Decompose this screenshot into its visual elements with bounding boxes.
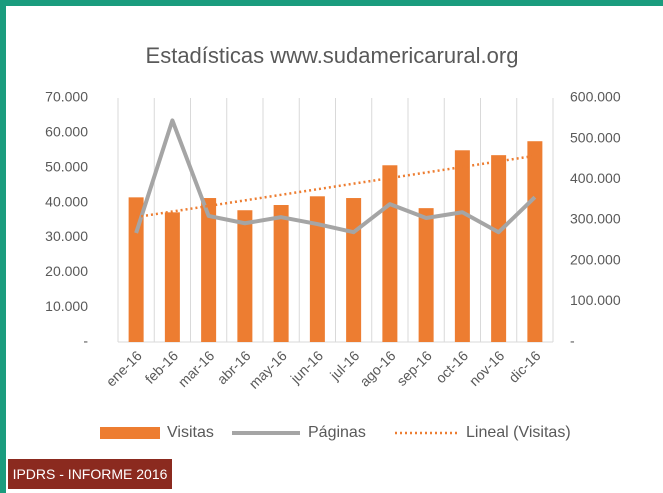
y-tick-label: 60.000: [45, 124, 88, 140]
bar: [346, 198, 362, 342]
y2-tick-label: 100.000: [570, 292, 621, 308]
bar: [309, 196, 325, 342]
x-tick-label: oct-16: [432, 347, 471, 386]
x-tick-label: jun-16: [287, 347, 327, 387]
y-tick-label: 10.000: [45, 298, 88, 314]
y-tick-label: 30.000: [45, 228, 88, 244]
bar: [527, 141, 543, 342]
left-border: [0, 0, 6, 493]
top-border: [0, 0, 663, 6]
bar: [382, 165, 398, 342]
x-tick-label: dic-16: [505, 347, 543, 385]
footer-label: IPDRS - INFORME 2016: [8, 459, 172, 489]
x-tick-label: may-16: [246, 347, 290, 391]
bar: [273, 205, 289, 342]
legend-label: Visitas: [167, 424, 214, 441]
trend-line: [135, 154, 536, 219]
y2-tick-label: 600.000: [570, 89, 621, 105]
x-tick-label: ene-16: [103, 347, 145, 389]
bar: [418, 208, 434, 342]
bar: [128, 197, 144, 342]
y-tick-label: 50.000: [45, 158, 88, 174]
x-tick-label: sep-16: [393, 347, 435, 389]
y2-tick-label: -: [570, 333, 575, 349]
y-tick-label: 40.000: [45, 193, 88, 209]
y2-tick-label: 300.000: [570, 211, 621, 227]
bar: [454, 150, 470, 342]
legend-label: Páginas: [308, 424, 366, 441]
y2-tick-label: 500.000: [570, 129, 621, 145]
chart-title: Estadísticas www.sudamericarural.org: [146, 43, 519, 68]
bar: [237, 210, 253, 342]
y-tick-label: 70.000: [45, 89, 88, 105]
y2-tick-label: 400.000: [570, 170, 621, 186]
bar: [491, 155, 507, 342]
bar: [201, 198, 217, 342]
x-tick-label: feb-16: [142, 347, 182, 387]
x-tick-label: ago-16: [356, 347, 398, 389]
x-tick-label: mar-16: [175, 347, 218, 390]
y-tick-label: 20.000: [45, 263, 88, 279]
bar: [164, 212, 180, 342]
y-tick-label: -: [83, 333, 88, 349]
x-tick-label: nov-16: [466, 347, 508, 389]
line-series: [134, 118, 537, 235]
legend-swatch: [100, 427, 160, 439]
y2-tick-label: 200.000: [570, 251, 621, 267]
legend-label: Lineal (Visitas): [466, 424, 571, 441]
